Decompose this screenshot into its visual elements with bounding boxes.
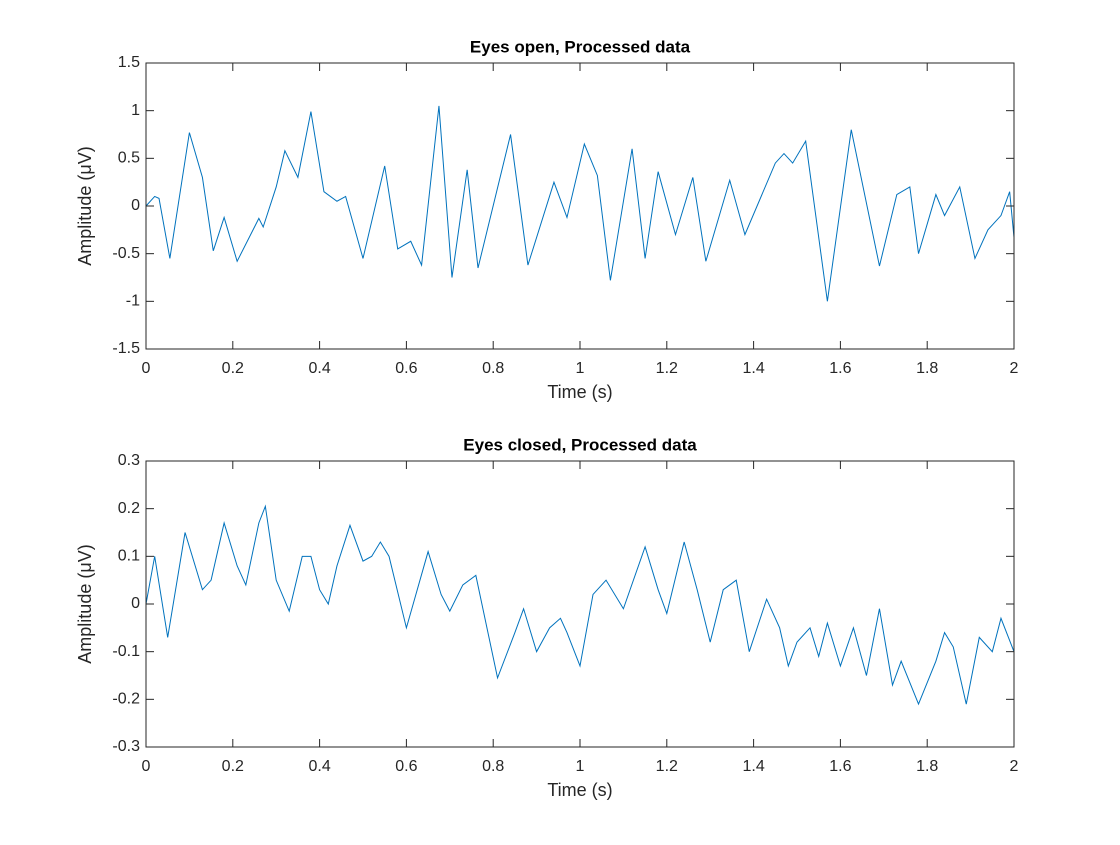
y-tick-label: -0.1 <box>112 643 140 660</box>
x-tick-label: 1.6 <box>829 758 851 775</box>
x-axis-label: Time (s) <box>547 382 612 402</box>
plot-area <box>146 461 1014 747</box>
plot-area <box>146 63 1014 349</box>
x-tick-label: 0.6 <box>395 758 417 775</box>
x-tick-label: 1 <box>576 360 585 377</box>
x-tick-label: 0 <box>142 758 151 775</box>
y-tick-label: -0.2 <box>112 691 140 708</box>
chart-title: Eyes open, Processed data <box>470 37 691 56</box>
y-axis-label: Amplitude (μV) <box>75 146 95 265</box>
y-tick-label: 1.5 <box>118 54 140 71</box>
x-tick-label: 0.4 <box>308 758 330 775</box>
y-tick-label: 0.5 <box>118 150 140 167</box>
x-axis-label: Time (s) <box>547 780 612 800</box>
y-tick-label: 0.3 <box>118 452 140 469</box>
y-axis-label: Amplitude (μV) <box>75 544 95 663</box>
x-tick-label: 1.4 <box>742 758 764 775</box>
x-tick-label: 0.8 <box>482 360 504 377</box>
data-line <box>145 105 1015 302</box>
x-tick-label: 0.6 <box>395 360 417 377</box>
chart-title: Eyes closed, Processed data <box>463 435 697 454</box>
y-tick-label: 0 <box>131 197 140 214</box>
y-tick-label: -0.5 <box>112 245 140 262</box>
x-tick-label: 1.4 <box>742 360 764 377</box>
y-tick-label: 0.1 <box>118 548 140 565</box>
x-tick-label: 2 <box>1010 758 1019 775</box>
y-tick-label: 1 <box>131 102 140 119</box>
x-tick-label: 0.4 <box>308 360 330 377</box>
y-tick-label: -1.5 <box>112 340 140 357</box>
y-tick-label: -0.3 <box>112 738 140 755</box>
y-tick-label: -1 <box>126 293 140 310</box>
x-tick-label: 1.2 <box>656 758 678 775</box>
x-tick-label: 1.6 <box>829 360 851 377</box>
x-tick-label: 0.2 <box>222 360 244 377</box>
x-tick-label: 1.8 <box>916 758 938 775</box>
x-tick-label: 1.2 <box>656 360 678 377</box>
x-tick-label: 0 <box>142 360 151 377</box>
x-tick-label: 2 <box>1010 360 1019 377</box>
x-tick-label: 0.8 <box>482 758 504 775</box>
x-tick-label: 1.8 <box>916 360 938 377</box>
x-tick-label: 1 <box>576 758 585 775</box>
y-tick-label: 0.2 <box>118 500 140 517</box>
x-tick-label: 0.2 <box>222 758 244 775</box>
data-line <box>145 504 1015 706</box>
y-tick-label: 0 <box>131 595 140 612</box>
